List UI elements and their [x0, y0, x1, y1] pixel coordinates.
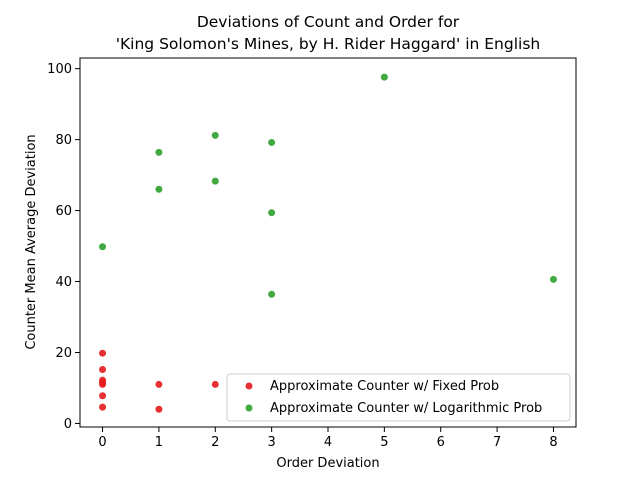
y-axis-label: Counter Mean Average Deviation — [24, 134, 39, 349]
x-axis-label: Order Deviation — [276, 456, 379, 471]
legend: Approximate Counter w/ Fixed Prob Approx… — [226, 373, 571, 422]
data-point-fixed-prob — [211, 380, 219, 388]
x-tick-label: 2 — [211, 435, 219, 450]
data-point-fixed-prob — [99, 366, 107, 374]
legend-marker-logarithmic-prob — [245, 404, 253, 412]
data-point-logarithmic-prob — [99, 243, 107, 251]
data-point-logarithmic-prob — [549, 275, 557, 283]
y-tick-label: 100 — [47, 62, 72, 77]
data-point-logarithmic-prob — [211, 131, 219, 139]
data-point-logarithmic-prob — [380, 73, 388, 81]
chart-title-line-1: Deviations of Count and Order for — [197, 13, 460, 31]
axes-frame — [79, 57, 577, 428]
y-tick-label: 40 — [55, 275, 72, 290]
x-tick-label: 0 — [98, 435, 106, 450]
x-tick-label: 1 — [155, 435, 163, 450]
x-tick-label: 5 — [380, 435, 388, 450]
data-point-logarithmic-prob — [268, 290, 276, 298]
x-tick-label: 3 — [267, 435, 275, 450]
legend-box — [226, 373, 571, 422]
data-point-fixed-prob — [99, 380, 107, 388]
data-point-logarithmic-prob — [155, 148, 163, 156]
legend-label-fixed-prob: Approximate Counter w/ Fixed Prob — [270, 379, 499, 394]
data-point-logarithmic-prob — [211, 177, 219, 185]
y-tick-label: 60 — [55, 204, 72, 219]
y-tick-label: 0 — [64, 417, 72, 432]
data-point-fixed-prob — [155, 380, 163, 388]
data-point-fixed-prob — [99, 349, 107, 357]
data-point-logarithmic-prob — [268, 209, 276, 217]
data-points — [99, 73, 557, 413]
x-tick-label: 6 — [437, 435, 445, 450]
data-point-fixed-prob — [155, 405, 163, 413]
y-tick-label: 20 — [55, 346, 72, 361]
legend-marker-fixed-prob — [245, 382, 253, 390]
data-point-fixed-prob — [99, 403, 107, 411]
legend-label-logarithmic-prob: Approximate Counter w/ Logarithmic Prob — [270, 401, 542, 416]
data-point-logarithmic-prob — [268, 138, 276, 146]
x-tick-label: 7 — [493, 435, 501, 450]
x-tick-label: 4 — [324, 435, 332, 450]
y-tick-label: 80 — [55, 133, 72, 148]
x-tick-label: 8 — [549, 435, 557, 450]
data-point-logarithmic-prob — [155, 185, 163, 193]
chart-title-line-2: 'King Solomon's Mines, by H. Rider Hagga… — [116, 35, 540, 53]
data-point-fixed-prob — [99, 392, 107, 400]
